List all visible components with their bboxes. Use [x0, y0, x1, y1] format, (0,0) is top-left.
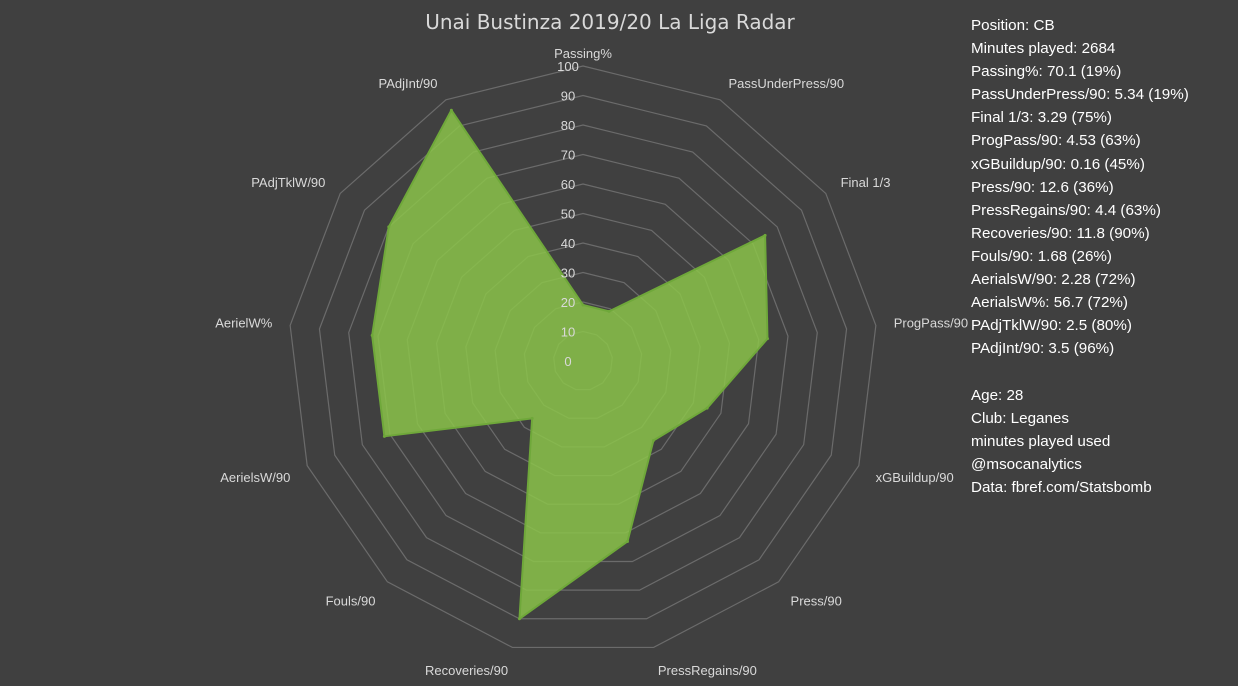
data-point: [581, 303, 585, 307]
tick-label: 80: [561, 118, 575, 133]
tick-label: 0: [564, 354, 571, 369]
data-point: [765, 337, 769, 341]
axis-label: Fouls/90: [326, 593, 376, 608]
axis-label: PressRegains/90: [658, 663, 757, 678]
data-point: [625, 539, 629, 543]
axis-label: Passing%: [554, 46, 612, 61]
meta-line: Club: Leganes: [971, 409, 1069, 427]
axis-label: Final 1/3: [841, 175, 891, 190]
axis-label: xGBuildup/90: [876, 470, 954, 485]
tick-label: 100: [557, 59, 579, 74]
data-point: [517, 617, 521, 621]
axis-label: PassUnderPress/90: [728, 76, 844, 91]
data-point: [387, 225, 391, 229]
axis-label: Press/90: [791, 593, 842, 608]
axis-label: PAdjInt/90: [379, 76, 438, 91]
stat-line: Position: CB: [971, 17, 1055, 34]
stats-list: Position: CB Minutes played: 2684 Passing%…: [971, 14, 1233, 360]
tick-label: 90: [561, 89, 575, 104]
stat-line: xGBuildup/90: 0.16 (45%): [971, 155, 1145, 173]
meta-line: @msocanalytics: [971, 455, 1082, 473]
radar-data: [370, 108, 769, 621]
stat-line: AerialsW/90: 2.28 (72%): [971, 271, 1136, 289]
series-area: [371, 109, 769, 620]
tick-label: 70: [561, 148, 575, 163]
axis-label: AerielW%: [215, 315, 273, 330]
stat-line: Fouls/90: 1.68 (26%): [971, 247, 1112, 265]
stat-line: AerialsW%: 56.7 (72%): [971, 294, 1128, 312]
tick-label: 20: [561, 295, 575, 310]
tick-label: 40: [561, 236, 575, 251]
info-panel: Position: CB Minutes played: 2684 Passing%…: [971, 14, 1233, 499]
meta-list: Age: 28 Club: Leganes minutes played used @…: [971, 384, 1233, 499]
stat-line: Final 1/3: 3.29 (75%): [971, 109, 1112, 127]
stat-line: Recoveries/90: 11.8 (90%): [971, 224, 1150, 242]
stat-line: PAdjInt/90: 3.5 (96%): [971, 340, 1115, 358]
radar-tick-labels: 0 10 20 30 40 50 60 70 80 90 100: [557, 59, 579, 369]
data-point: [651, 438, 655, 442]
axis-label: PAdjTklW/90: [251, 175, 325, 190]
info-spacer: [971, 360, 1233, 383]
meta-line: Age: 28: [971, 386, 1024, 404]
grid-ring: [318, 94, 848, 620]
tick-label: 30: [561, 266, 575, 281]
data-point: [370, 333, 374, 337]
grid-ring: [348, 124, 818, 591]
data-point: [763, 233, 767, 237]
tick-label: 50: [561, 207, 575, 222]
data-point: [530, 416, 534, 420]
meta-line: Data: fbref.com/Statsbomb: [971, 478, 1152, 496]
stat-line: Passing%: 70.1 (19%): [971, 63, 1122, 81]
tick-label: 60: [561, 177, 575, 192]
stat-line: PressRegains/90: 4.4 (63%): [971, 201, 1161, 219]
axis-label: Recoveries/90: [425, 663, 508, 678]
grid-ring: [289, 65, 877, 649]
stat-line: PassUnderPress/90: 5.34 (19%): [971, 86, 1189, 104]
chart-title: Unai Bustinza 2019/20 La Liga Radar: [425, 10, 795, 34]
stat-line: Minutes played: 2684: [971, 40, 1116, 58]
tick-label: 10: [561, 325, 575, 340]
axis-label: ProgPass/90: [894, 315, 968, 330]
data-point: [705, 406, 709, 410]
data-point: [449, 108, 453, 112]
stat-line: ProgPass/90: 4.53 (63%): [971, 132, 1141, 150]
stat-line: Press/90: 12.6 (36%): [971, 178, 1114, 196]
meta-line: minutes played used: [971, 432, 1111, 450]
axis-label: AerielsW/90: [220, 470, 290, 485]
data-point: [382, 434, 386, 438]
data-point: [607, 309, 611, 313]
radar-axis-labels: Passing% PassUnderPress/90 Final 1/3 ProgPa…: [215, 46, 968, 678]
stat-line: PAdjTklW/90: 2.5 (80%): [971, 317, 1132, 335]
